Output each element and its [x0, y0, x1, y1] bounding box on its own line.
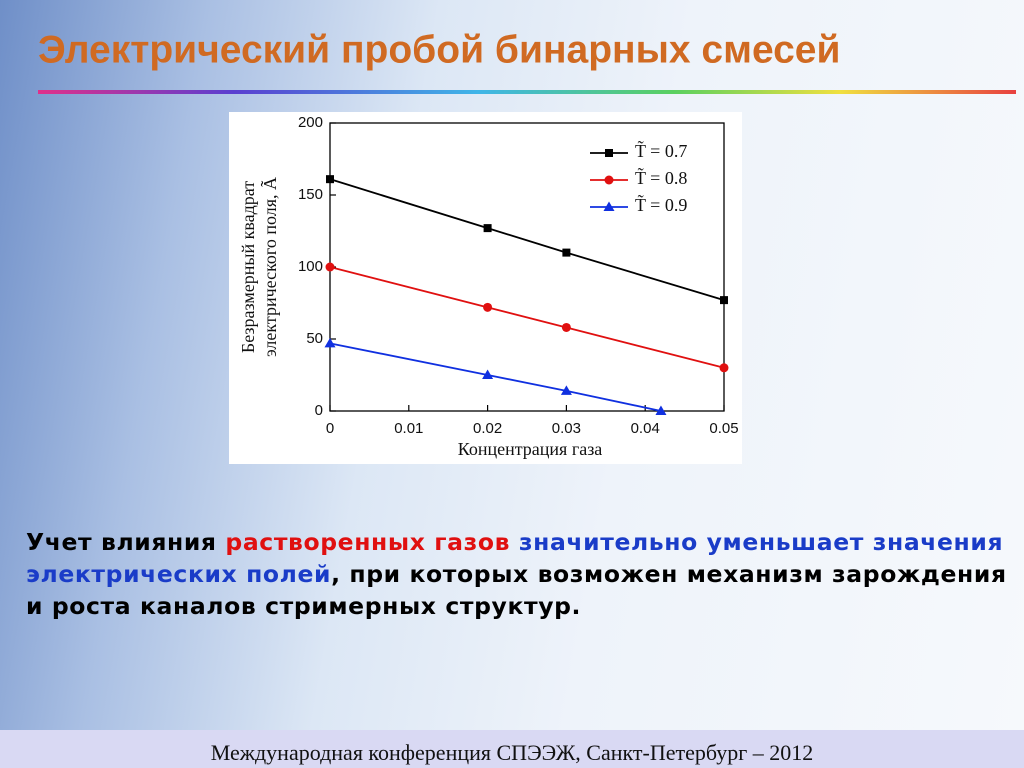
body-segment: растворенных газов [225, 528, 511, 556]
slide-title: Электрический пробой бинарных смесей [38, 28, 840, 71]
marker [482, 369, 494, 379]
marker [483, 302, 493, 312]
marker [326, 175, 334, 184]
series-line [329, 178, 725, 301]
x-tick-label: 0.03 [552, 420, 581, 437]
marker [604, 175, 614, 185]
marker [562, 248, 571, 257]
x-tick-label: 0 [326, 420, 334, 437]
y-tick-label: 150 [298, 186, 323, 203]
y-axis-title: электрического поля, Ã [259, 177, 280, 357]
y-tick-label: 50 [306, 330, 323, 347]
x-tick-label: 0.01 [394, 420, 423, 437]
x-tick-label: 0.04 [631, 420, 660, 437]
body-text: Учет влияния растворенных газов значител… [26, 526, 1011, 622]
body-segment: значительно уменьшает значения электриче… [26, 528, 1004, 588]
marker [560, 385, 572, 395]
legend-label: T̃ = 0.7 [635, 140, 687, 162]
y-tick-label: 100 [298, 258, 323, 275]
body-segment: Учет влияния [26, 528, 226, 556]
legend-label: T̃ = 0.9 [635, 194, 687, 216]
marker [561, 322, 571, 332]
marker [603, 201, 615, 211]
marker [719, 363, 729, 373]
marker [720, 296, 728, 305]
footer: Международная конференция СПЭЭЖ, Санкт-П… [0, 730, 1024, 768]
marker [605, 149, 613, 157]
marker [325, 262, 335, 272]
marker [655, 405, 667, 415]
divider [38, 90, 1016, 94]
y-tick-label: 0 [315, 402, 323, 419]
marker [324, 337, 336, 348]
series-line [329, 266, 725, 369]
y-tick-label: 200 [298, 114, 323, 131]
series-line [329, 342, 662, 412]
legend-label: T̃ = 0.8 [635, 167, 687, 189]
marker [483, 224, 492, 233]
x-tick-label: 0.02 [473, 420, 502, 437]
chart-panel [229, 112, 742, 464]
body-segment: , при которых возможен механизм зарожден… [26, 560, 1007, 620]
y-axis-title: Безразмерный квадрат [238, 181, 258, 353]
x-tick-label: 0.05 [709, 420, 738, 437]
x-axis-title: Концентрация газа [458, 439, 603, 459]
